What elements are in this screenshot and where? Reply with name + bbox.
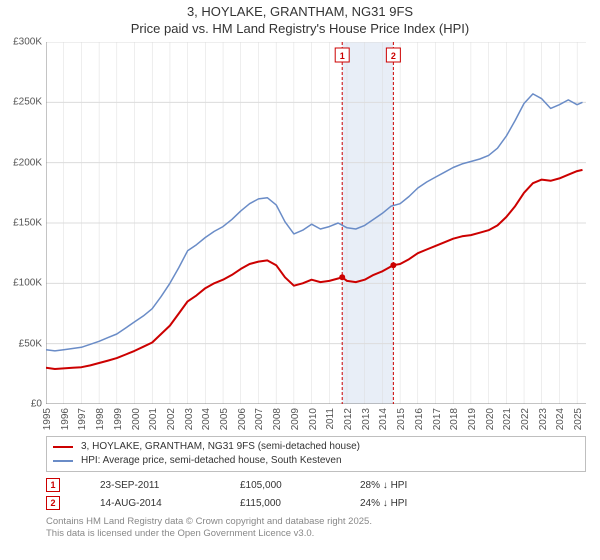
legend-box: 3, HOYLAKE, GRANTHAM, NG31 9FS (semi-det… (46, 436, 586, 472)
x-tick-label: 2019 (467, 408, 478, 430)
chart-title: 3, HOYLAKE, GRANTHAM, NG31 9FS Price pai… (0, 0, 600, 38)
y-tick-label: £50K (2, 338, 42, 349)
y-tick-label: £250K (2, 97, 42, 108)
title-line-2: Price paid vs. HM Land Registry's House … (0, 21, 600, 38)
x-tick-label: 2004 (201, 408, 212, 430)
legend-and-footer: 3, HOYLAKE, GRANTHAM, NG31 9FS (semi-det… (46, 436, 586, 541)
x-tick-label: 2000 (131, 408, 142, 430)
sale-marker-row: 2 14-AUG-2014 £115,000 24% ↓ HPI (46, 494, 586, 512)
x-tick-label: 1995 (42, 408, 53, 430)
legend-label-1: 3, HOYLAKE, GRANTHAM, NG31 9FS (semi-det… (81, 440, 360, 454)
plot-area: 12 £0£50K£100K£150K£200K£250K£300K 19951… (46, 42, 586, 404)
x-tick-label: 2015 (396, 408, 407, 430)
x-tick-label: 2009 (290, 408, 301, 430)
x-tick-label: 2025 (573, 408, 584, 430)
attribution-line-2: This data is licensed under the Open Gov… (46, 528, 586, 540)
x-tick-label: 2012 (343, 408, 354, 430)
sale-marker-date: 23-SEP-2011 (100, 480, 200, 491)
title-line-1: 3, HOYLAKE, GRANTHAM, NG31 9FS (0, 4, 600, 21)
x-tick-label: 2016 (414, 408, 425, 430)
x-tick-label: 2020 (485, 408, 496, 430)
x-tick-label: 1996 (60, 408, 71, 430)
x-tick-label: 2014 (378, 408, 389, 430)
x-tick-label: 2002 (166, 408, 177, 430)
attribution-line-1: Contains HM Land Registry data © Crown c… (46, 516, 586, 528)
x-tick-label: 2018 (449, 408, 460, 430)
x-tick-label: 1997 (77, 408, 88, 430)
chart-svg: 12 (46, 42, 586, 404)
y-tick-label: £100K (2, 278, 42, 289)
attribution: Contains HM Land Registry data © Crown c… (46, 512, 586, 541)
x-tick-label: 2010 (308, 408, 319, 430)
chart-container: 3, HOYLAKE, GRANTHAM, NG31 9FS Price pai… (0, 0, 600, 560)
sale-marker-diff: 24% ↓ HPI (360, 498, 460, 509)
sale-marker-price: £115,000 (240, 498, 320, 509)
legend-swatch-1 (53, 446, 73, 448)
legend-series-2: HPI: Average price, semi-detached house,… (53, 454, 579, 468)
sale-marker-diff: 28% ↓ HPI (360, 480, 460, 491)
sale-marker-row: 1 23-SEP-2011 £105,000 28% ↓ HPI (46, 476, 586, 494)
x-tick-label: 2024 (555, 408, 566, 430)
x-tick-label: 2021 (502, 408, 513, 430)
x-tick-label: 2006 (237, 408, 248, 430)
x-tick-label: 2001 (148, 408, 159, 430)
x-tick-label: 2011 (325, 408, 336, 430)
x-tick-label: 2023 (538, 408, 549, 430)
sale-markers-table: 1 23-SEP-2011 £105,000 28% ↓ HPI 2 14-AUG-201… (46, 476, 586, 512)
sale-marker-id: 2 (46, 496, 60, 510)
x-tick-label: 2007 (254, 408, 265, 430)
legend-swatch-2 (53, 460, 73, 462)
sale-marker-date: 14-AUG-2014 (100, 498, 200, 509)
svg-text:1: 1 (340, 51, 345, 61)
y-tick-label: £200K (2, 157, 42, 168)
x-tick-label: 2022 (520, 408, 531, 430)
svg-text:2: 2 (391, 51, 396, 61)
y-tick-label: £0 (2, 399, 42, 410)
sale-marker-id: 1 (46, 478, 60, 492)
x-tick-label: 2008 (272, 408, 283, 430)
legend-label-2: HPI: Average price, semi-detached house,… (81, 454, 342, 468)
sale-marker-price: £105,000 (240, 480, 320, 491)
x-tick-label: 2005 (219, 408, 230, 430)
x-tick-label: 2013 (361, 408, 372, 430)
x-tick-label: 1999 (113, 408, 124, 430)
legend-series-1: 3, HOYLAKE, GRANTHAM, NG31 9FS (semi-det… (53, 440, 579, 454)
x-tick-label: 2017 (432, 408, 443, 430)
y-tick-label: £150K (2, 218, 42, 229)
x-tick-label: 2003 (184, 408, 195, 430)
x-tick-label: 1998 (95, 408, 106, 430)
y-tick-label: £300K (2, 37, 42, 48)
